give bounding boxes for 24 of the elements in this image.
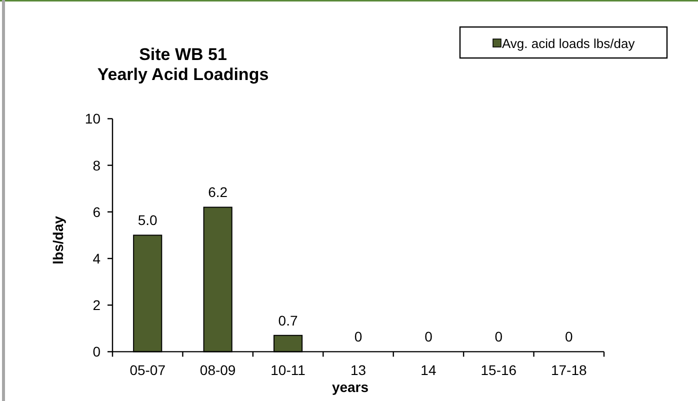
data-label: 0 [494,328,503,345]
x-tick-label: 10-11 [270,362,306,378]
x-axis-title: years [332,379,369,395]
legend-label: Avg. acid loads lbs/day [502,36,636,51]
data-label: 6.2 [208,184,228,200]
x-tick-label: 15-16 [480,362,517,378]
y-tick-label: 6 [92,204,101,220]
data-label: 0.7 [278,312,298,328]
y-tick-label: 10 [84,110,101,127]
y-tick-label: 2 [92,297,101,314]
data-label: 5.0 [138,212,158,228]
x-tick-label: 13 [350,362,366,378]
y-tick-label: 8 [92,157,101,174]
x-tick-label: 08-09 [200,362,236,378]
x-tick-label: 17-18 [550,362,588,378]
y-axis-title: lbs/day [50,216,66,264]
chart-title: Site WB 51 Yearly Acid Loadings [97,45,269,84]
x-tick-label: 05-07 [130,362,166,378]
y-tick-label: 4 [92,250,101,266]
y-tick-label: 0 [92,344,101,360]
data-label: 0 [424,328,433,345]
x-tick-label: 14 [420,362,436,378]
data-label: 0 [564,328,573,345]
data-label: 0 [354,328,362,345]
